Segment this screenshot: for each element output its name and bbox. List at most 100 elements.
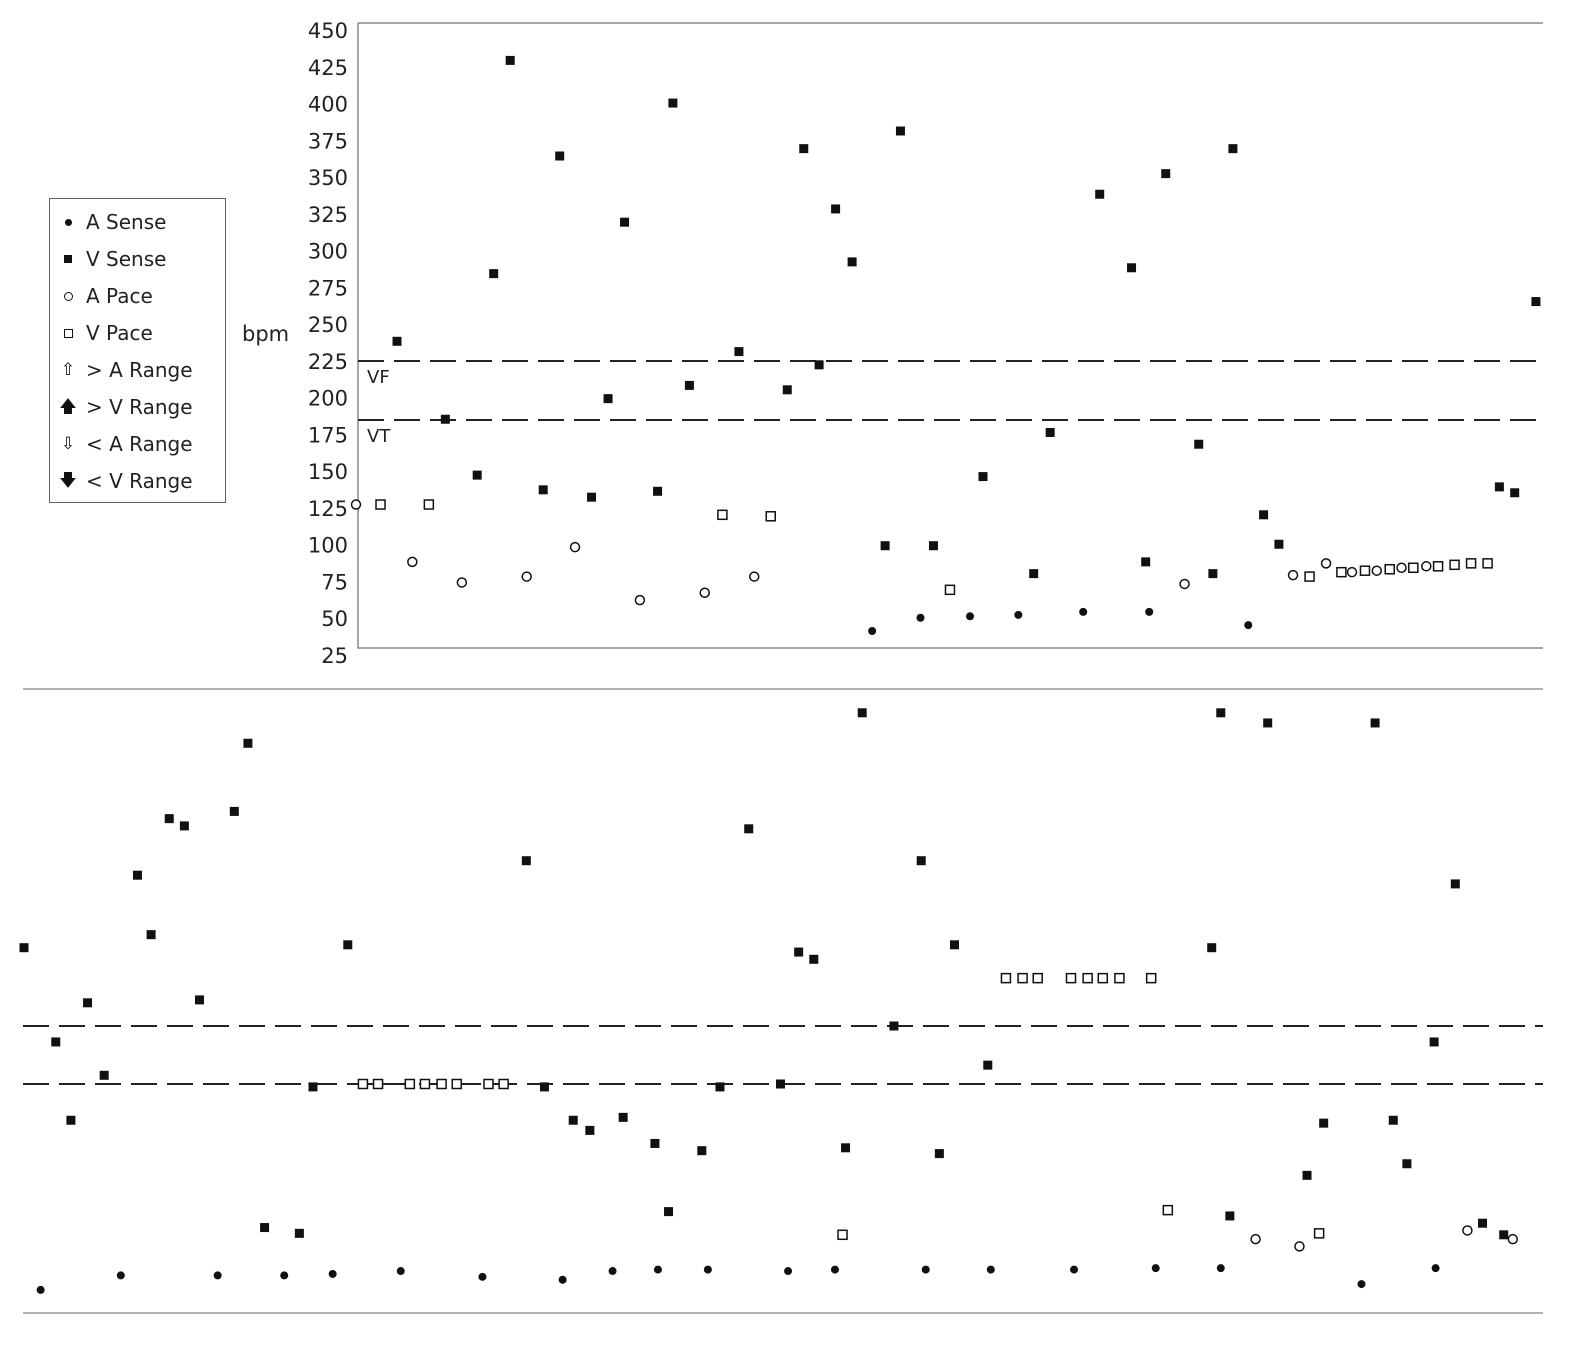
data-point-filled-square — [809, 954, 819, 964]
data-point-filled-square — [664, 1207, 674, 1217]
data-point-filled-square — [1429, 1037, 1439, 1047]
data-point-filled-square — [620, 217, 630, 227]
data-point-filled-square — [472, 470, 482, 480]
data-point-filled-square — [814, 360, 824, 370]
y-tick-label: 350 — [308, 166, 348, 190]
data-point-filled-square — [889, 1021, 899, 1031]
data-point-open-circle — [1294, 1241, 1305, 1252]
filled-down-arrow-icon: 🡇 — [59, 470, 77, 491]
data-point-filled-square — [66, 1115, 76, 1125]
bottom-panel — [19, 708, 1543, 1294]
data-point-filled-dot — [921, 1265, 930, 1274]
y-tick-label: 50 — [321, 607, 348, 631]
data-point-filled-dot — [868, 627, 877, 635]
data-point-open-circle — [1396, 562, 1407, 574]
data-point-open-square — [1304, 571, 1315, 582]
data-point-open-circle — [1346, 566, 1358, 578]
data-point-open-square — [1114, 972, 1125, 984]
data-point-filled-square — [1319, 1118, 1329, 1128]
data-point-filled-square — [799, 144, 809, 154]
data-point-open-square — [1336, 566, 1347, 578]
data-point-filled-dot — [986, 1265, 995, 1274]
panel-divider — [23, 688, 1543, 1314]
data-point-open-square — [419, 1078, 431, 1090]
data-point-open-square — [1408, 562, 1419, 574]
data-point-filled-dot — [1145, 607, 1154, 616]
data-point-open-circle — [456, 577, 468, 588]
legend-item-v-pace: V Pace — [50, 318, 153, 348]
data-point-open-square — [765, 511, 777, 522]
data-point-filled-square — [51, 1037, 61, 1047]
data-point-filled-square — [539, 1082, 549, 1092]
data-point-open-square — [375, 499, 386, 510]
data-point-filled-square — [343, 940, 353, 950]
data-point-filled-square — [1388, 1115, 1398, 1125]
legend-label: < V Range — [86, 469, 193, 493]
data-point-open-square — [483, 1078, 494, 1090]
data-point-filled-square — [294, 1228, 304, 1238]
data-point-filled-square — [928, 541, 938, 551]
data-point-filled-dot — [1151, 1264, 1160, 1273]
legend-label: > A Range — [86, 358, 193, 382]
legend: A Sense V Sense A Pace V Pace ⇧ > A Rang… — [49, 198, 226, 503]
data-point-filled-dot — [558, 1275, 567, 1284]
data-point-open-circle — [1462, 1225, 1473, 1236]
legend-item-a-sense: A Sense — [50, 207, 166, 237]
data-point-filled-square — [978, 472, 988, 482]
threshold-label-vf: VF — [367, 367, 390, 388]
legend-label: V Pace — [86, 321, 153, 345]
data-point-open-square — [357, 1078, 369, 1090]
data-point-filled-square — [164, 814, 174, 824]
data-point-filled-square — [949, 940, 959, 950]
y-tick-label: 150 — [308, 460, 348, 484]
data-point-open-square — [1145, 972, 1157, 984]
y-tick-label: 325 — [308, 203, 348, 227]
top-plot-frame — [357, 22, 1543, 649]
data-point-open-square — [1097, 972, 1109, 984]
data-point-open-square — [1032, 972, 1043, 984]
data-point-open-circle — [569, 541, 581, 553]
legend-item-a-pace: A Pace — [50, 281, 153, 311]
open-circle-icon — [63, 291, 73, 301]
data-point-filled-square — [1259, 510, 1269, 520]
data-point-filled-square — [734, 347, 744, 357]
legend-item-below-a-range: ⇩ < A Range — [50, 429, 193, 459]
data-point-filled-square — [744, 824, 754, 834]
data-point-open-square — [498, 1078, 509, 1090]
data-point-filled-dot — [328, 1269, 337, 1278]
threshold-label-vt: VT — [367, 426, 391, 447]
data-point-filled-square — [392, 336, 402, 346]
data-point-filled-square — [857, 708, 867, 718]
data-point-filled-square — [1095, 189, 1105, 199]
data-point-filled-square — [132, 870, 142, 880]
data-point-open-square — [1017, 972, 1028, 984]
data-point-filled-dot — [36, 1285, 45, 1294]
data-point-filled-dot — [916, 613, 925, 622]
data-point-filled-square — [1402, 1159, 1412, 1169]
data-point-filled-square — [308, 1082, 318, 1092]
data-point-open-square — [944, 584, 956, 596]
data-point-filled-square — [585, 1125, 595, 1135]
data-point-filled-square — [260, 1223, 270, 1233]
data-point-filled-square — [505, 55, 515, 65]
data-point-filled-square — [1225, 1211, 1235, 1221]
data-point-filled-square — [684, 380, 694, 390]
y-tick-label: 125 — [308, 497, 348, 521]
data-point-filled-square — [1510, 488, 1520, 498]
data-point-open-circle — [748, 571, 760, 582]
data-point-open-circle — [1507, 1233, 1519, 1245]
data-point-filled-square — [521, 856, 531, 866]
data-point-open-circle — [1287, 569, 1299, 581]
data-point-filled-dot — [478, 1272, 487, 1281]
filled-dot-icon — [64, 218, 72, 226]
data-point-filled-square — [538, 485, 548, 495]
data-point-filled-square — [668, 98, 678, 108]
data-point-filled-square — [440, 414, 450, 424]
data-point-filled-square — [1531, 297, 1541, 307]
data-point-open-square — [436, 1078, 447, 1090]
data-point-filled-square — [934, 1149, 944, 1159]
data-point-filled-square — [776, 1079, 785, 1089]
data-point-open-square — [404, 1078, 416, 1090]
data-point-filled-square — [1127, 263, 1137, 273]
data-point-filled-square — [1302, 1170, 1312, 1180]
